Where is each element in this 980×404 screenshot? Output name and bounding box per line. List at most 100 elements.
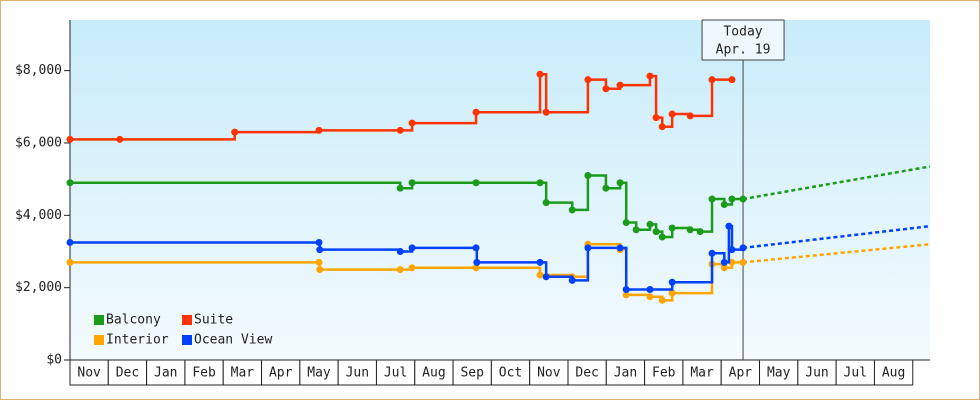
x-tick-label: Mar [231,366,255,381]
price-point [602,184,610,192]
price-point [668,289,676,297]
x-tick-box [644,359,684,386]
legend-label: Balcony [106,313,161,328]
price-point [568,206,576,214]
price-point [658,233,666,241]
price-point [632,226,640,234]
x-tick-label: Apr [269,366,293,381]
x-tick-box [146,359,186,386]
price-point [720,264,728,272]
price-point [408,244,416,252]
price-point [473,258,481,266]
price-point [646,285,654,293]
price-point [315,238,323,246]
price-point [725,222,733,230]
x-tick-label: Dec [116,366,139,381]
x-tick-label: Jul [844,366,867,381]
price-point [708,249,716,257]
price-point [616,81,624,89]
x-tick-box [605,359,646,386]
price-point [584,172,592,180]
price-point [616,244,624,252]
price-point [622,285,630,293]
price-point [668,224,676,232]
y-tick-label: $2,000 [15,280,62,295]
price-point [686,226,694,234]
price-point [472,108,480,116]
price-point [652,114,660,122]
price-point [616,179,624,187]
forecast-line [742,224,931,250]
legend-label: Interior [106,333,169,348]
x-tick-label: Nov [537,366,561,381]
x-tick-box [107,359,148,386]
price-point [646,72,654,80]
price-point [536,258,544,266]
price-point [536,70,544,78]
x-tick-box [261,359,301,386]
price-point [584,76,592,84]
x-tick-box [797,359,837,386]
x-tick-label: Jun [805,366,828,381]
price-point [708,195,716,203]
today-label: Apr. 19 [716,43,771,58]
price-point [652,228,660,236]
x-tick-box [69,359,109,386]
price-point [568,276,576,284]
x-tick-label: Oct [499,366,522,381]
price-point [728,76,736,84]
price-point [472,244,480,252]
x-tick-box [184,359,224,386]
legend-swatch [182,335,192,345]
y-tick-label: $0 [46,353,62,368]
x-tick-box [299,359,339,386]
price-point [646,293,654,301]
price-point [66,179,74,187]
legend-label: Ocean View [194,333,272,348]
price-point [396,126,404,134]
price-point [408,179,416,187]
plot-area [70,20,930,360]
price-point [536,271,544,279]
price-point [668,110,676,118]
price-point [720,258,728,266]
price-point [396,247,404,255]
price-point [658,123,666,131]
price-point [696,228,704,236]
price-point [66,238,74,246]
x-tick-box [375,359,416,386]
x-tick-box [720,359,761,386]
x-tick-box [682,359,722,386]
x-tick-box [529,359,569,386]
legend-label: Suite [194,313,233,328]
price-point [622,291,630,299]
price-point [658,296,666,304]
x-tick-label: Feb [652,366,676,381]
x-tick-label: Sep [460,366,484,381]
x-tick-label: Apr [729,366,753,381]
price-point [396,184,404,192]
x-tick-label: Feb [192,366,216,381]
price-point [728,195,736,203]
x-tick-label: Jul [384,366,407,381]
price-point [408,264,416,272]
price-point [316,266,324,274]
price-point [408,119,416,127]
price-point [646,220,654,228]
x-tick-label: Nov [77,366,101,381]
price-point [472,264,480,272]
price-point [584,244,592,252]
price-point [316,246,324,254]
x-tick-label: Jan [154,366,177,381]
x-tick-box [759,359,799,386]
price-point [315,258,323,266]
price-point [66,135,74,143]
y-tick-label: $4,000 [15,208,62,223]
today-label: Today [723,25,762,40]
legend-swatch [182,315,192,325]
x-tick-box [567,359,607,386]
x-tick-label: Mar [690,366,714,381]
price-point [396,266,404,274]
today-box [701,19,785,61]
legend-swatch [94,335,104,345]
